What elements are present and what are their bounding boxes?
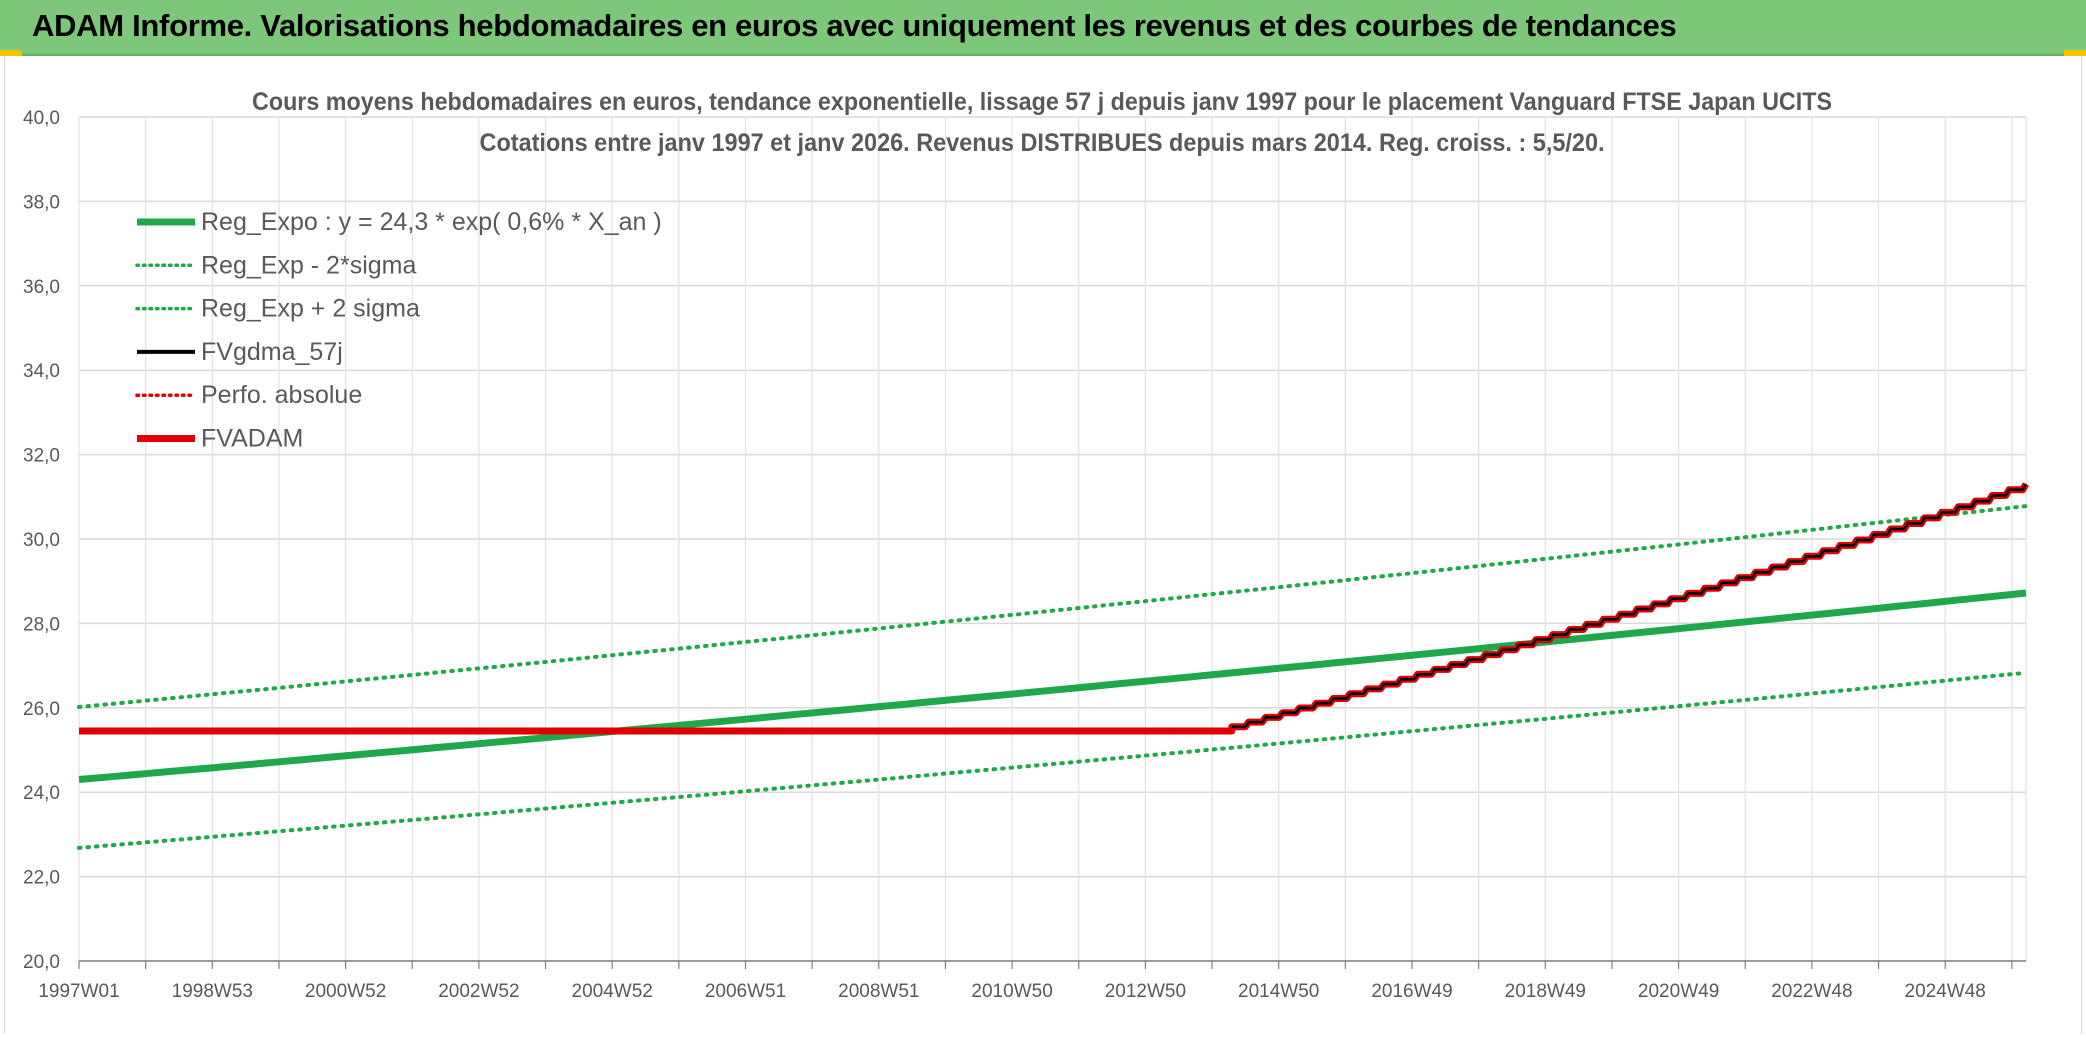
x-tick-label: 2008W51 (838, 981, 919, 1002)
y-tick-label: 22,0 (23, 868, 60, 889)
header-bar: ADAM Informe. Valorisations hebdomadaire… (0, 0, 2086, 56)
x-tick-label: 2020W49 (1638, 981, 1719, 1002)
x-tick-label: 2016W49 (1371, 981, 1452, 1002)
corner-accent-right (2064, 50, 2086, 56)
y-tick-label: 34,0 (23, 361, 60, 382)
x-tick-label: 2010W50 (971, 981, 1052, 1002)
x-tick-label: 2002W52 (438, 981, 519, 1002)
legend-label: Perfo. absolue (201, 381, 362, 409)
x-tick-label: 2000W52 (305, 981, 386, 1002)
y-tick-label: 20,0 (23, 952, 60, 973)
y-tick-label: 28,0 (23, 614, 60, 635)
header-title: ADAM Informe. Valorisations hebdomadaire… (32, 8, 1677, 43)
series-line-reg-exp-2-sigma (77, 504, 2028, 709)
x-tick-label: 2022W48 (1771, 981, 1852, 1002)
x-tick-label: 1998W53 (172, 981, 253, 1002)
x-tick-label: 1997W01 (38, 981, 119, 1002)
x-tick-label: 2012W50 (1105, 981, 1186, 1002)
y-tick-label: 36,0 (23, 277, 60, 298)
legend: Reg_Expo : y = 24,3 * exp( 0,6% * X_an )… (135, 208, 662, 453)
y-tick-label: 38,0 (23, 192, 60, 213)
y-tick-label: 30,0 (23, 530, 60, 551)
series-line-fvadam (79, 482, 2030, 735)
grid-layer (78, 116, 2027, 962)
x-tick-label: 2018W49 (1505, 981, 1586, 1002)
legend-label: Reg_Expo : y = 24,3 * exp( 0,6% * X_an ) (201, 208, 662, 236)
y-tick-label: 26,0 (23, 699, 60, 720)
x-tick-label: 2014W50 (1238, 981, 1319, 1002)
series-line-fvgdma-57j (1231, 483, 2028, 729)
y-tick-label: 24,0 (23, 783, 60, 804)
legend-label: Reg_Exp + 2 sigma (201, 295, 420, 323)
chart-frame (4, 56, 2082, 1034)
series-line-reg-exp-2-sigma (77, 670, 2028, 850)
legend-label: Reg_Exp - 2*sigma (201, 251, 416, 279)
chart-title-line-2: Cotations entre janv 1997 et janv 2026. … (480, 129, 1605, 157)
legend-label: FVADAM (201, 425, 303, 453)
corner-accent-left (0, 50, 22, 56)
y-tick-label: 40,0 (23, 108, 60, 129)
series-line-reg-expo (78, 589, 2027, 783)
series-layer (77, 482, 2030, 850)
legend-label: FVgdma_57j (201, 338, 343, 366)
x-tick-label: 2024W48 (1905, 981, 1986, 1002)
y-tick-label: 32,0 (23, 446, 60, 467)
x-tick-label: 2006W51 (705, 981, 786, 1002)
chart-title-line-1: Cours moyens hebdomadaires en euros, ten… (252, 88, 1832, 116)
x-tick-label: 2004W52 (572, 981, 653, 1002)
axis-layer: 20,0 22,0 24,0 26,0 28,0 30,0 32,0 34,0 36,0 38,0… (23, 108, 2026, 1002)
